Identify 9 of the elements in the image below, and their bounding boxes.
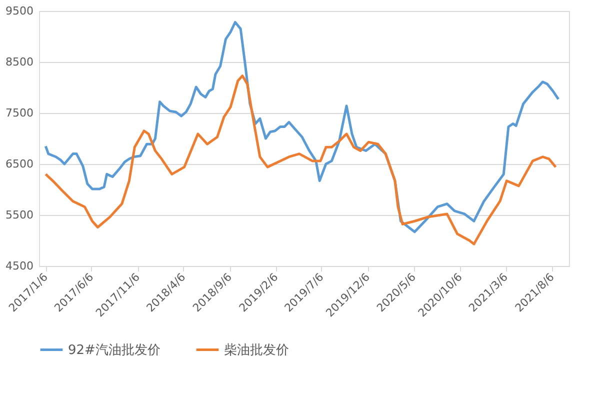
y-tick-label: 4500 [6, 260, 34, 272]
y-tick-label: 8500 [6, 56, 34, 68]
legend-label: 柴油批发价 [224, 342, 289, 358]
y-tick-label: 7500 [6, 106, 34, 120]
line-series [44, 74, 557, 246]
y-tick-label: 6500 [6, 158, 34, 170]
legend-label: 92#汽油批发价 [68, 342, 160, 358]
y-tick-label: 5500 [6, 208, 34, 222]
y-tick-label: 9500 [6, 4, 34, 18]
